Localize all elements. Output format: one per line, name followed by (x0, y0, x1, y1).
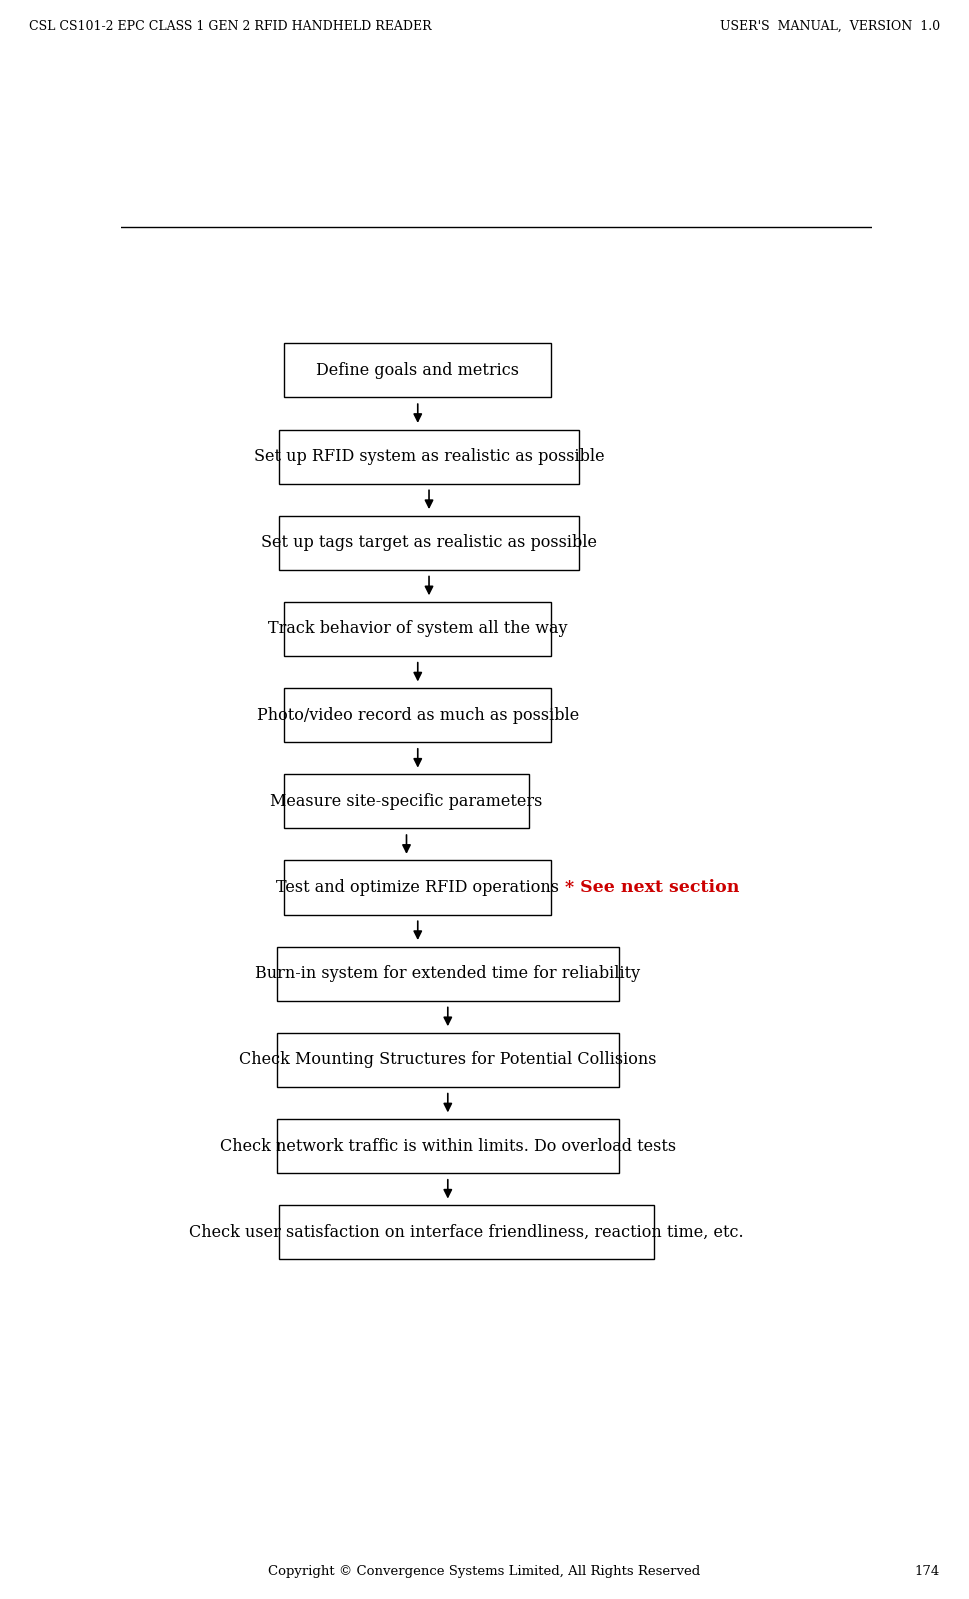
Text: USER'S  MANUAL,  VERSION  1.0: USER'S MANUAL, VERSION 1.0 (720, 19, 940, 34)
FancyBboxPatch shape (285, 344, 551, 398)
Text: CSL CS101-2 EPC CLASS 1 GEN 2 RFID HANDHELD READER: CSL CS101-2 EPC CLASS 1 GEN 2 RFID HANDH… (29, 19, 432, 34)
Text: 174: 174 (915, 1565, 940, 1578)
Text: Check user satisfaction on interface friendliness, reaction time, etc.: Check user satisfaction on interface fri… (189, 1223, 744, 1241)
Text: * See next section: * See next section (565, 879, 739, 895)
Text: Check network traffic is within limits. Do overload tests: Check network traffic is within limits. … (220, 1137, 675, 1154)
FancyBboxPatch shape (285, 860, 551, 915)
Text: Measure site-specific parameters: Measure site-specific parameters (270, 793, 543, 809)
Text: Track behavior of system all the way: Track behavior of system all the way (268, 620, 568, 638)
Text: Burn-in system for extended time for reliability: Burn-in system for extended time for rel… (255, 966, 641, 982)
Text: Photo/video record as much as possible: Photo/video record as much as possible (257, 707, 578, 724)
FancyBboxPatch shape (285, 774, 528, 828)
FancyBboxPatch shape (277, 1033, 618, 1087)
FancyBboxPatch shape (285, 688, 551, 742)
FancyBboxPatch shape (277, 1119, 618, 1174)
FancyBboxPatch shape (277, 947, 618, 1001)
FancyBboxPatch shape (285, 601, 551, 656)
Text: Check Mounting Structures for Potential Collisions: Check Mounting Structures for Potential … (239, 1052, 657, 1068)
FancyBboxPatch shape (279, 1206, 654, 1260)
Text: Define goals and metrics: Define goals and metrics (316, 361, 519, 379)
Text: Set up tags target as realistic as possible: Set up tags target as realistic as possi… (261, 534, 597, 552)
Text: Copyright © Convergence Systems Limited, All Rights Reserved: Copyright © Convergence Systems Limited,… (268, 1565, 701, 1578)
Text: Set up RFID system as realistic as possible: Set up RFID system as realistic as possi… (254, 448, 605, 465)
Text: Test and optimize RFID operations: Test and optimize RFID operations (276, 879, 559, 895)
FancyBboxPatch shape (279, 516, 579, 569)
FancyBboxPatch shape (279, 430, 579, 483)
